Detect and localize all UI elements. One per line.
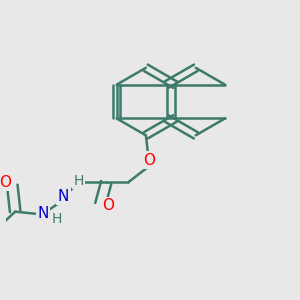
Text: O: O <box>0 175 11 190</box>
Text: H: H <box>73 174 83 188</box>
Text: O: O <box>102 198 114 213</box>
Text: H: H <box>51 212 62 226</box>
Text: N: N <box>38 206 49 221</box>
Text: N: N <box>58 189 69 204</box>
Text: O: O <box>143 153 155 168</box>
